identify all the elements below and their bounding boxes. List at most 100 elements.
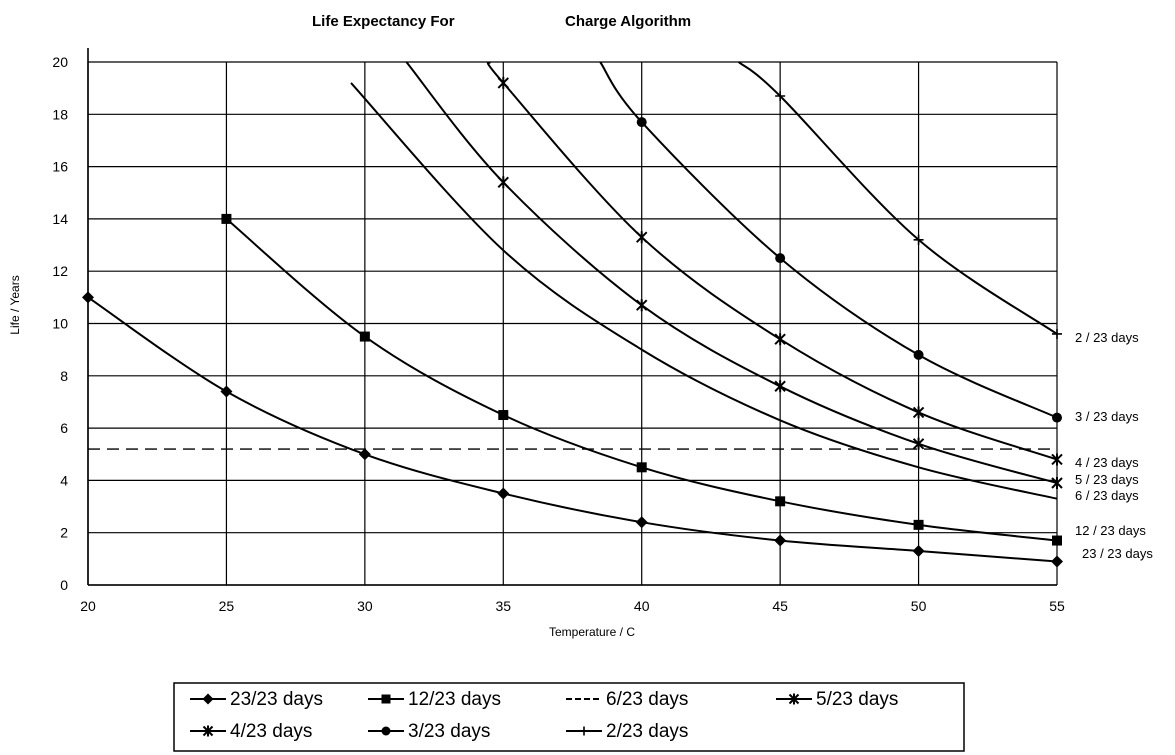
y-tick-label-1: 2 — [60, 525, 68, 541]
end-label-4: 4 / 23 days — [1075, 455, 1139, 470]
data-point-3-5 — [1051, 477, 1063, 490]
legend-entry-1: 12/23 days — [368, 689, 501, 710]
data-point-0-7 — [1051, 555, 1063, 568]
legend-entry-5: 3/23 days — [368, 721, 490, 742]
data-point-1-1 — [359, 331, 370, 342]
data-point-6-2 — [913, 234, 924, 245]
series-line-0 — [87, 296, 1058, 563]
legend-label-5: 3/23 days — [408, 721, 490, 742]
chart-title-left: Life Expectancy For — [312, 13, 455, 30]
legend-swatch-marker-3 — [788, 693, 800, 705]
data-point-4-3 — [774, 333, 786, 346]
axes — [87, 48, 1057, 586]
legend-swatch-marker-6 — [579, 726, 589, 736]
data-point-5-3 — [913, 349, 924, 360]
legend-label-3: 5/23 days — [816, 689, 898, 710]
legend-label-0: 23/23 days — [230, 689, 323, 710]
y-tick-label-9: 18 — [52, 106, 68, 122]
end-label-3: 5 / 23 days — [1075, 472, 1139, 487]
series-line-2 — [350, 82, 1058, 500]
data-point-4-1 — [497, 76, 509, 89]
x-tick-label-1: 25 — [219, 598, 235, 614]
series-group — [82, 61, 1063, 568]
data-point-1-0 — [221, 213, 232, 224]
data-point-1-6 — [1052, 535, 1062, 546]
x-tick-label-3: 35 — [495, 598, 511, 614]
legend-label-6: 2/23 days — [606, 721, 688, 742]
data-point-0-6 — [912, 545, 925, 558]
series-line-5 — [599, 61, 1058, 419]
data-point-3-1 — [497, 176, 509, 189]
y-tick-label-8: 16 — [52, 159, 68, 175]
y-tick-labels: 0 2 4 6 8 10 12 14 16 18 20 — [52, 54, 68, 593]
data-point-1-4 — [775, 496, 786, 507]
data-point-4-4 — [912, 406, 925, 419]
series-1 — [221, 213, 1062, 546]
data-point-4-5 — [1051, 453, 1063, 466]
legend-entry-2: 6/23 days — [566, 689, 688, 710]
y-tick-label-2: 4 — [60, 472, 68, 488]
legend-frame — [173, 682, 965, 752]
series-2 — [350, 82, 1058, 500]
x-tick-labels: 20 25 30 35 40 45 50 55 — [80, 598, 1065, 614]
y-tick-label-7: 14 — [52, 211, 68, 227]
data-point-4-2 — [636, 231, 648, 244]
data-point-6-3 — [1052, 328, 1062, 339]
data-point-0-2 — [358, 448, 371, 461]
series-3 — [405, 61, 1063, 490]
chart-title-right: Charge Algorithm — [565, 13, 691, 30]
end-label-2: 6 / 23 days — [1075, 488, 1139, 503]
legend-entry-0: 23/23 days — [190, 689, 323, 710]
data-point-1-3 — [636, 462, 647, 473]
x-axis-label: Temperature / C — [549, 625, 635, 639]
legend-label-4: 4/23 days — [230, 721, 312, 742]
data-point-3-4 — [912, 437, 925, 450]
legend-swatch-marker-4 — [202, 725, 214, 737]
y-tick-label-6: 12 — [52, 263, 68, 279]
end-label-5: 3 / 23 days — [1075, 409, 1139, 424]
legend-entry-4: 4/23 days — [190, 721, 312, 742]
x-tick-label-7: 55 — [1049, 598, 1065, 614]
x-tick-label-6: 50 — [911, 598, 927, 614]
x-tick-label-0: 20 — [80, 598, 96, 614]
legend-label-1: 12/23 days — [408, 689, 501, 710]
data-point-5-4 — [1052, 412, 1062, 423]
series-line-4 — [486, 61, 1058, 461]
end-label-6: 2 / 23 days — [1075, 330, 1139, 345]
data-point-0-3 — [497, 487, 510, 500]
legend-swatch-marker-0 — [202, 693, 214, 705]
legend-entry-3: 5/23 days — [776, 689, 898, 710]
grid-lines — [87, 61, 1058, 586]
y-tick-label-5: 10 — [52, 316, 68, 332]
data-point-1-2 — [498, 410, 509, 421]
data-point-1-5 — [913, 519, 924, 530]
series-line-6 — [737, 61, 1058, 335]
data-point-3-3 — [774, 380, 786, 393]
series-5 — [599, 61, 1062, 423]
end-label-1: 12 / 23 days — [1075, 523, 1146, 538]
data-point-0-4 — [635, 516, 648, 529]
series-4 — [486, 61, 1063, 466]
data-point-5-2 — [775, 253, 786, 264]
series-0 — [82, 291, 1063, 568]
x-tick-label-4: 40 — [634, 598, 650, 614]
series-line-3 — [405, 61, 1058, 484]
x-tick-label-2: 30 — [357, 598, 373, 614]
legend-swatch-marker-5 — [381, 726, 391, 736]
data-point-3-2 — [636, 299, 648, 312]
series-6 — [737, 61, 1062, 339]
data-point-0-0 — [82, 291, 94, 304]
y-tick-label-10: 20 — [52, 54, 68, 70]
y-tick-label-3: 6 — [60, 420, 68, 436]
legend-entries: 23/23 days 12/23 days 6/23 days 5/23 days 4/… — [190, 689, 898, 742]
legend: 23/23 days 12/23 days 6/23 days 5/23 days 4/… — [173, 682, 965, 752]
legend-swatch-marker-1 — [381, 694, 391, 704]
end-label-0: 23 / 23 days — [1082, 546, 1153, 561]
data-point-0-5 — [774, 534, 787, 547]
data-point-5-1 — [636, 117, 647, 128]
x-tick-label-5: 45 — [772, 598, 788, 614]
data-point-6-1 — [775, 90, 786, 101]
y-tick-label-0: 0 — [60, 577, 68, 593]
